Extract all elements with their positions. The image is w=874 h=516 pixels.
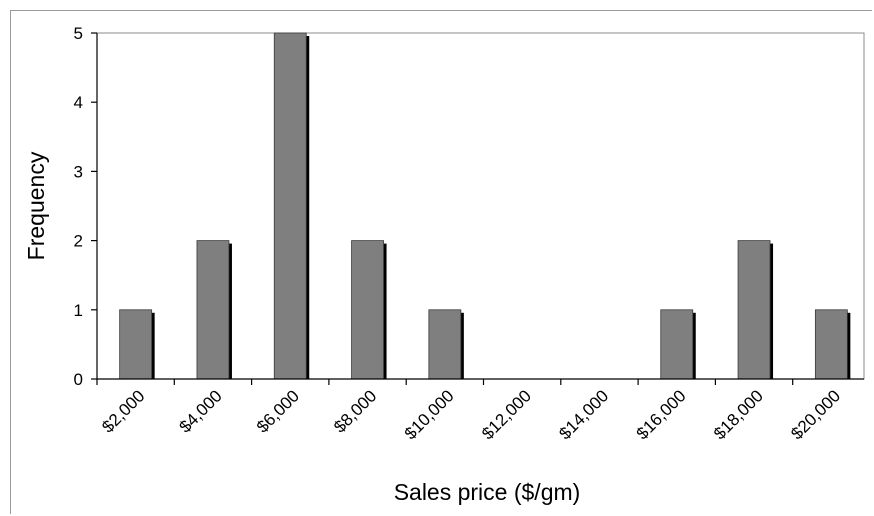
y-tick-label: 5 [74, 24, 83, 43]
x-tick-label: $4,000 [176, 386, 226, 436]
x-axis: $2,000 $4,000 $6,000 $8,000 $10,000 $12,000 $1… [96, 379, 844, 443]
bar-1 [196, 240, 230, 380]
bar-7 [660, 309, 694, 380]
y-tick-label: 4 [74, 93, 83, 112]
y-axis-title: Frequency [23, 151, 49, 260]
y-tick-label: 0 [74, 370, 83, 389]
bars-group [119, 32, 851, 380]
x-tick-label: $6,000 [253, 386, 303, 436]
x-axis-title: Sales price ($/gm) [394, 479, 581, 505]
x-tick-label: $12,000 [478, 386, 535, 443]
bar-9 [814, 309, 848, 380]
bar-3 [351, 240, 384, 380]
x-tick-label: $16,000 [633, 386, 690, 443]
y-tick-label: 1 [74, 301, 83, 320]
x-tick-label: $2,000 [98, 386, 148, 436]
bar-2 [273, 32, 307, 380]
x-tick-label: $20,000 [787, 386, 844, 443]
bar-4 [428, 309, 462, 380]
x-tick-label: $8,000 [330, 386, 380, 436]
y-tick-label: 2 [74, 232, 83, 251]
x-tick-label: $18,000 [710, 386, 767, 443]
y-tick-label: 3 [74, 162, 83, 181]
bar-8 [737, 240, 771, 380]
chart-frame [10, 10, 872, 514]
x-tick-label: $14,000 [555, 386, 612, 443]
y-axis: 0 1 2 3 4 5 [74, 24, 97, 389]
x-tick-label: $10,000 [401, 386, 458, 443]
bar-0 [119, 309, 153, 380]
